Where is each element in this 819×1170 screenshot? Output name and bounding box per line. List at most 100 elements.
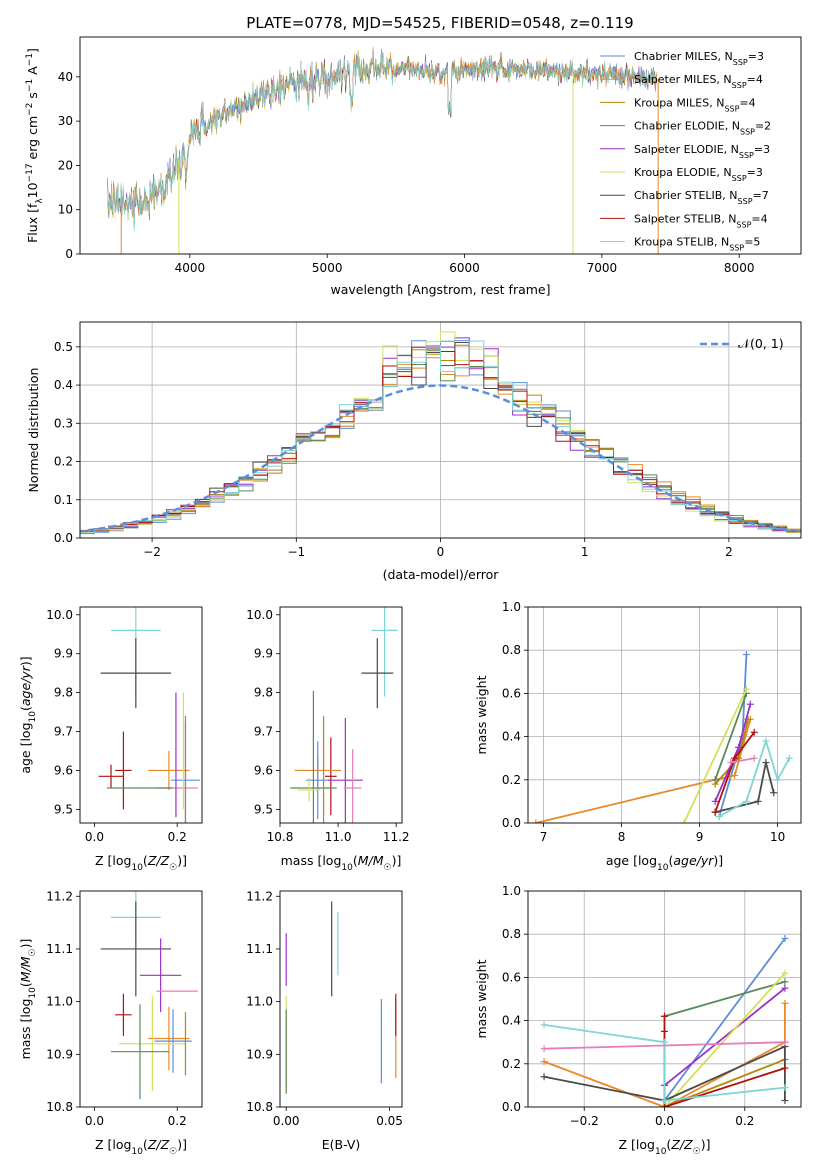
y-axis-label: mass [log10(M/M☉)] (18, 939, 38, 1060)
legend-label-part: Salpeter ELODIE, N (634, 143, 739, 156)
label-part: )] (177, 853, 187, 868)
weight-line (664, 980, 786, 1018)
y-tick-label: 0.4 (54, 378, 73, 392)
weight-marker (742, 651, 750, 659)
y-tick-label: 0.0 (54, 531, 73, 545)
x-axis-label: wavelength [Angstrom, rest frame] (330, 282, 550, 297)
y-tick-label: 10.9 (246, 1047, 273, 1061)
legend-label: Chabrier MILES, NSSP=3 (634, 50, 764, 67)
weight-marker (661, 1103, 668, 1107)
label-part: 10 (657, 863, 669, 873)
weight-marker (781, 984, 789, 992)
legend-label-part: Salpeter MILES, N (634, 73, 732, 86)
label-part: ( (18, 982, 33, 987)
errorbar-point (371, 607, 398, 697)
label-part: −1 (25, 53, 35, 66)
y-tick-label: 9.5 (254, 802, 273, 816)
x-tick-label: 2 (725, 545, 733, 559)
weight-marker (661, 1038, 668, 1046)
label-part: Z/Z (670, 1137, 693, 1152)
weight-marker (785, 754, 793, 762)
y-tick-label: 9.9 (254, 647, 273, 661)
y-tick-label: 10.8 (46, 1100, 73, 1114)
y-tick-label: 0.5 (54, 340, 73, 354)
weight-marker (781, 978, 789, 986)
x-tick-label: 0.0 (85, 1114, 104, 1128)
x-tick-label: 0.2 (168, 830, 187, 844)
label-part: mass [log (18, 999, 33, 1060)
label-part: )] (18, 656, 33, 666)
legend-label-part: SSP (732, 81, 747, 90)
errorbar-point (98, 764, 124, 788)
axes-spectrum: 4000 5000 6000 7000 8000 0 10 20 30 40 Chabrier MI… (25, 36, 802, 297)
legend-label-part: Chabrier MILES, N (634, 50, 733, 63)
plot-area-spectrum (107, 46, 659, 254)
frame-residuals: −2 −1 0 1 2 0.0 0.1 0.2 0.3 0.4 0.5 (54, 321, 802, 559)
weight-line (543, 1045, 786, 1102)
weight-marker (711, 797, 719, 805)
label-part: mass [log (281, 853, 342, 868)
weight-line (714, 693, 748, 781)
legend-label-part: Chabrier ELODIE, N (634, 120, 740, 133)
y-tick-label: 0.0 (502, 816, 521, 830)
x-tick-label: 6000 (449, 261, 480, 275)
weight-marker (731, 754, 739, 762)
label-part: Z [log (95, 853, 131, 868)
frame-age_vs_Z: 0.0 0.2 9.5 9.6 9.7 9.8 9.9 10.0 (46, 606, 203, 844)
legend-label-part: SSP (740, 127, 755, 136)
y-tick-label: 0.3 (54, 416, 73, 430)
label-part: 10 (341, 863, 353, 873)
x-tick-label: −1 (287, 545, 305, 559)
legend-label: Chabrier STELIB, NSSP=7 (634, 189, 769, 206)
weight-marker (540, 1058, 548, 1066)
weight-line (543, 1024, 785, 1102)
y-tick-label: 0.8 (502, 927, 521, 941)
legend-label-part: Kroupa MILES, N (634, 96, 724, 109)
errorbar-point (290, 690, 337, 823)
legend-label-part: SSP (736, 220, 751, 229)
frame-weight_vs_age: 7 8 9 10 0.0 0.2 0.4 0.6 0.8 1.0 (502, 600, 802, 844)
x-tick-label: 9 (696, 830, 704, 844)
weight-marker (781, 969, 789, 977)
axes-frame (527, 606, 802, 824)
y-tick-label: 11.0 (246, 995, 273, 1009)
label-part: ( (353, 853, 358, 868)
x-axis-label: E(B-V) (322, 1137, 361, 1152)
x-tick-label: 0.05 (376, 1114, 403, 1128)
label-part: ( (666, 1137, 671, 1152)
axes-mass_vs_ebv: 0.00 0.05 10.8 10.9 11.0 11.1 11.2 E(B-V) (246, 889, 403, 1152)
label-part: ( (18, 706, 33, 711)
legend-label: Kroupa MILES, NSSP=4 (634, 96, 756, 113)
label-part: s (25, 92, 40, 103)
label-part: ☉ (169, 863, 177, 873)
x-tick-label: 10 (770, 830, 785, 844)
label-part: 10 (28, 711, 38, 723)
y-tick-label: 9.6 (254, 763, 273, 777)
y-tick-label: 30 (58, 114, 73, 128)
axes-frame (79, 606, 203, 824)
x-tick-label: 4000 (175, 261, 206, 275)
axes-frame (279, 606, 403, 824)
y-tick-label: 0.1 (54, 493, 73, 507)
legend-label-part: =2 (755, 120, 771, 133)
weight-marker (781, 1038, 789, 1046)
y-tick-label: 0.2 (502, 773, 521, 787)
normal-curve (80, 384, 801, 533)
weight-line (544, 1041, 785, 1050)
label-part: ] (25, 48, 40, 53)
label-part: −2 (25, 103, 35, 116)
y-tick-label: 10.9 (46, 1047, 73, 1061)
weight-marker (540, 1073, 548, 1081)
y-tick-label: 0.4 (502, 1014, 521, 1028)
label-part: Z [log (619, 1137, 655, 1152)
x-tick-label: 0.0 (85, 830, 104, 844)
x-tick-label: −2 (143, 545, 161, 559)
legend-label-part: SSP (739, 150, 754, 159)
legend-label-part: =5 (744, 236, 760, 249)
y-tick-label: 0.6 (502, 970, 521, 984)
weight-marker (711, 776, 719, 784)
weight-marker (781, 1097, 789, 1105)
label-part: 10 (131, 863, 143, 873)
weight-marker (774, 776, 782, 784)
